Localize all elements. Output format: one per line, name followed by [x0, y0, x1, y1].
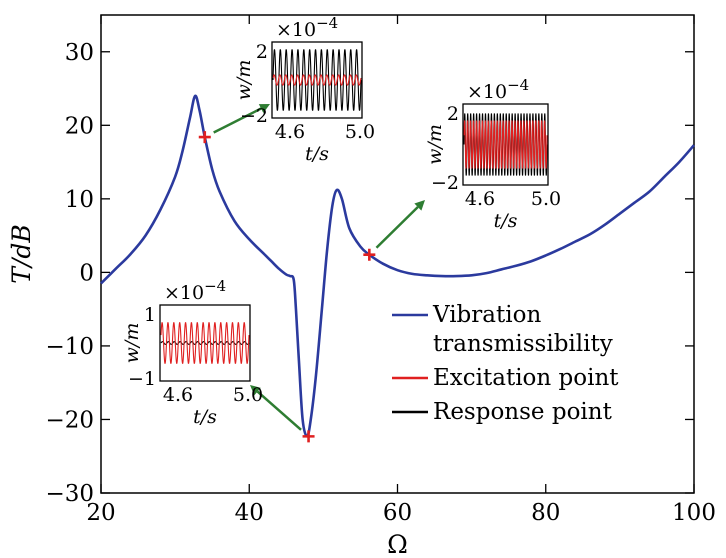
inset-y-label: w/m	[233, 60, 255, 101]
y-tick-label: −20	[45, 407, 94, 433]
inset-valley: ×10−4 1 −1 w/m 4.6 5.0 t/s	[121, 277, 302, 431]
inset-exponent-label: ×10−4	[467, 76, 529, 103]
legend-label: Vibration	[432, 302, 541, 328]
y-tick-label: 10	[65, 187, 94, 213]
x-axis-label: Ω	[387, 530, 408, 558]
marker-point	[302, 430, 315, 443]
inset-y-tick-label: 2	[256, 41, 268, 63]
marker-point	[363, 248, 376, 261]
legend: Vibration transmissibility Excitation poin…	[392, 302, 619, 425]
y-tick-label: 30	[65, 40, 94, 66]
inset-x-tick-label: 5.0	[531, 188, 561, 210]
inset-y-tick-label: 1	[144, 304, 156, 326]
marker-layer	[198, 131, 376, 443]
inset-exponent-label: ×10−4	[164, 277, 226, 304]
inset-frame	[462, 103, 549, 186]
callout-arrowhead	[414, 200, 425, 211]
inset-y-tick-label: −2	[240, 105, 268, 127]
legend-label: Excitation point	[433, 365, 619, 391]
inset-y-label: w/m	[121, 323, 143, 364]
x-tick-label: 60	[383, 500, 412, 526]
x-tick-label: 100	[672, 500, 716, 526]
y-axis-label: T/dB	[7, 224, 36, 283]
inset-peak: ×10−4 2 −2 w/m 4.6 5.0 t/s	[213, 14, 375, 165]
callout-arrow	[256, 390, 302, 431]
inset-excitation-wave	[160, 322, 250, 364]
y-tick-label: 0	[79, 260, 94, 286]
inset-y-tick-label: −1	[128, 368, 156, 390]
inset-x-label: t/s	[193, 406, 217, 428]
inset-x-tick-label: 4.6	[465, 188, 495, 210]
x-tick-label: 80	[531, 500, 560, 526]
callout-arrowhead	[250, 385, 261, 396]
series-line-vibration-transmissibility	[100, 94, 695, 438]
inset-excitation-wave	[463, 120, 548, 169]
y-tick-label: 20	[65, 113, 94, 139]
y-tick-label: −30	[45, 481, 94, 507]
y-tick-label: −10	[45, 334, 94, 360]
marker-point	[198, 131, 211, 144]
inset-layer: ×10−4 2 −2 w/m 4.6 5.0 t/s ×10−4 1 −1 w/m 4.6 5.0 t/s…	[121, 14, 561, 431]
inset-excitation-wave	[272, 74, 362, 86]
inset-x-label: t/s	[494, 210, 518, 232]
legend-label: Response point	[433, 399, 613, 425]
inset-right: ×10−4 2 −2 w/m 4.6 5.0 t/s	[375, 76, 561, 249]
callout-arrow	[375, 206, 419, 249]
inset-frame	[159, 304, 251, 382]
series-layer	[100, 94, 695, 438]
inset-x-tick-label: 5.0	[345, 121, 375, 143]
inset-x-tick-label: 5.0	[233, 384, 263, 406]
callout-arrowhead	[258, 104, 270, 113]
inset-x-label: t/s	[305, 143, 329, 165]
x-tick-label: 20	[86, 500, 115, 526]
inset-x-tick-label: 4.6	[163, 384, 193, 406]
inset-y-label: w/m	[424, 124, 446, 165]
inset-frame	[271, 41, 363, 119]
callout-arrow	[213, 107, 262, 134]
inset-x-tick-label: 4.6	[275, 121, 305, 143]
inset-y-tick-label: 2	[447, 103, 459, 125]
inset-exponent-label: ×10−4	[276, 14, 338, 41]
inset-y-tick-label: −2	[431, 172, 459, 194]
legend-label-line2: transmissibility	[433, 331, 613, 357]
x-tick-label: 40	[235, 500, 264, 526]
